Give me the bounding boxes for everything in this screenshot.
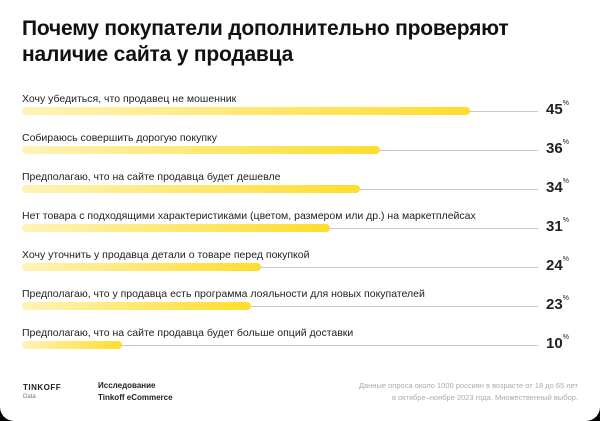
- value-number: 36: [546, 140, 563, 157]
- value-unit: %: [562, 217, 569, 224]
- value-unit: %: [562, 139, 569, 146]
- chart-title: Почему покупатели дополнительно проверяю…: [22, 17, 509, 66]
- bar: [22, 341, 122, 349]
- value-number: 24: [546, 257, 563, 274]
- bar-label: Хочу уточнить у продавца детали о товаре…: [22, 249, 310, 261]
- value-number: 45: [546, 101, 563, 118]
- bar-row: Собираюсь совершить дорогую покупку 36%: [22, 132, 582, 168]
- bar-track: [22, 345, 538, 346]
- bar-value-label: 24%: [546, 256, 569, 274]
- value-unit: %: [562, 295, 569, 302]
- bar-value-label: 36%: [546, 139, 569, 157]
- bar-label: Хочу убедиться, что продавец не мошенник: [22, 93, 237, 105]
- bar-label: Предполагаю, что у продавца есть програм…: [22, 288, 425, 300]
- study-name: Исследование Tinkoff eCommerce: [98, 380, 173, 404]
- bar-row: Предполагаю, что на сайте продавца будет…: [22, 327, 582, 363]
- bar-label: Собираюсь совершить дорогую покупку: [22, 132, 217, 144]
- bar-value-label: 34%: [546, 178, 569, 196]
- bar: [22, 107, 470, 115]
- value-number: 31: [546, 218, 563, 235]
- value-number: 23: [546, 296, 563, 313]
- bar: [22, 302, 251, 310]
- bar-value-label: 23%: [546, 295, 569, 313]
- bar-value-label: 10%: [546, 334, 569, 352]
- bar-value-label: 31%: [546, 217, 569, 235]
- bar-label: Предполагаю, что на сайте продавца будет…: [22, 327, 354, 339]
- value-unit: %: [562, 334, 569, 341]
- bar-row: Хочу убедиться, что продавец не мошенник…: [22, 93, 582, 129]
- bar: [22, 185, 361, 193]
- bar-track: [22, 267, 538, 268]
- bar-label: Нет товара с подходящими характеристикам…: [22, 210, 476, 222]
- value-unit: %: [562, 178, 569, 185]
- bar-row: Предполагаю, что на сайте продавца будет…: [22, 171, 582, 207]
- bar-value-label: 45%: [546, 100, 569, 118]
- bar-row: Предполагаю, что у продавца есть програм…: [22, 288, 582, 324]
- value-number: 34: [546, 179, 563, 196]
- value-number: 10: [546, 335, 563, 352]
- bar: [22, 224, 331, 232]
- tinkoff-logo: TINKOFF: [23, 383, 62, 392]
- survey-note: Данные опроса около 1000 россиян в возра…: [278, 380, 578, 404]
- bar-row: Нет товара с подходящими характеристикам…: [22, 210, 582, 246]
- bar: [22, 263, 261, 271]
- bar-row: Хочу уточнить у продавца детали о товаре…: [22, 249, 582, 285]
- bar: [22, 146, 381, 154]
- note-line-2: в октябре–ноябре 2023 года. Множественны…: [391, 393, 578, 402]
- logo-subtitle: Data: [23, 394, 36, 400]
- note-line-1: Данные опроса около 1000 россиян в возра…: [358, 381, 578, 390]
- value-unit: %: [562, 256, 569, 263]
- value-unit: %: [562, 100, 569, 107]
- bar-label: Предполагаю, что на сайте продавца будет…: [22, 171, 281, 183]
- bar-track: [22, 306, 538, 307]
- study-line-1: Исследование: [98, 381, 156, 390]
- study-line-2: Tinkoff eCommerce: [98, 393, 173, 402]
